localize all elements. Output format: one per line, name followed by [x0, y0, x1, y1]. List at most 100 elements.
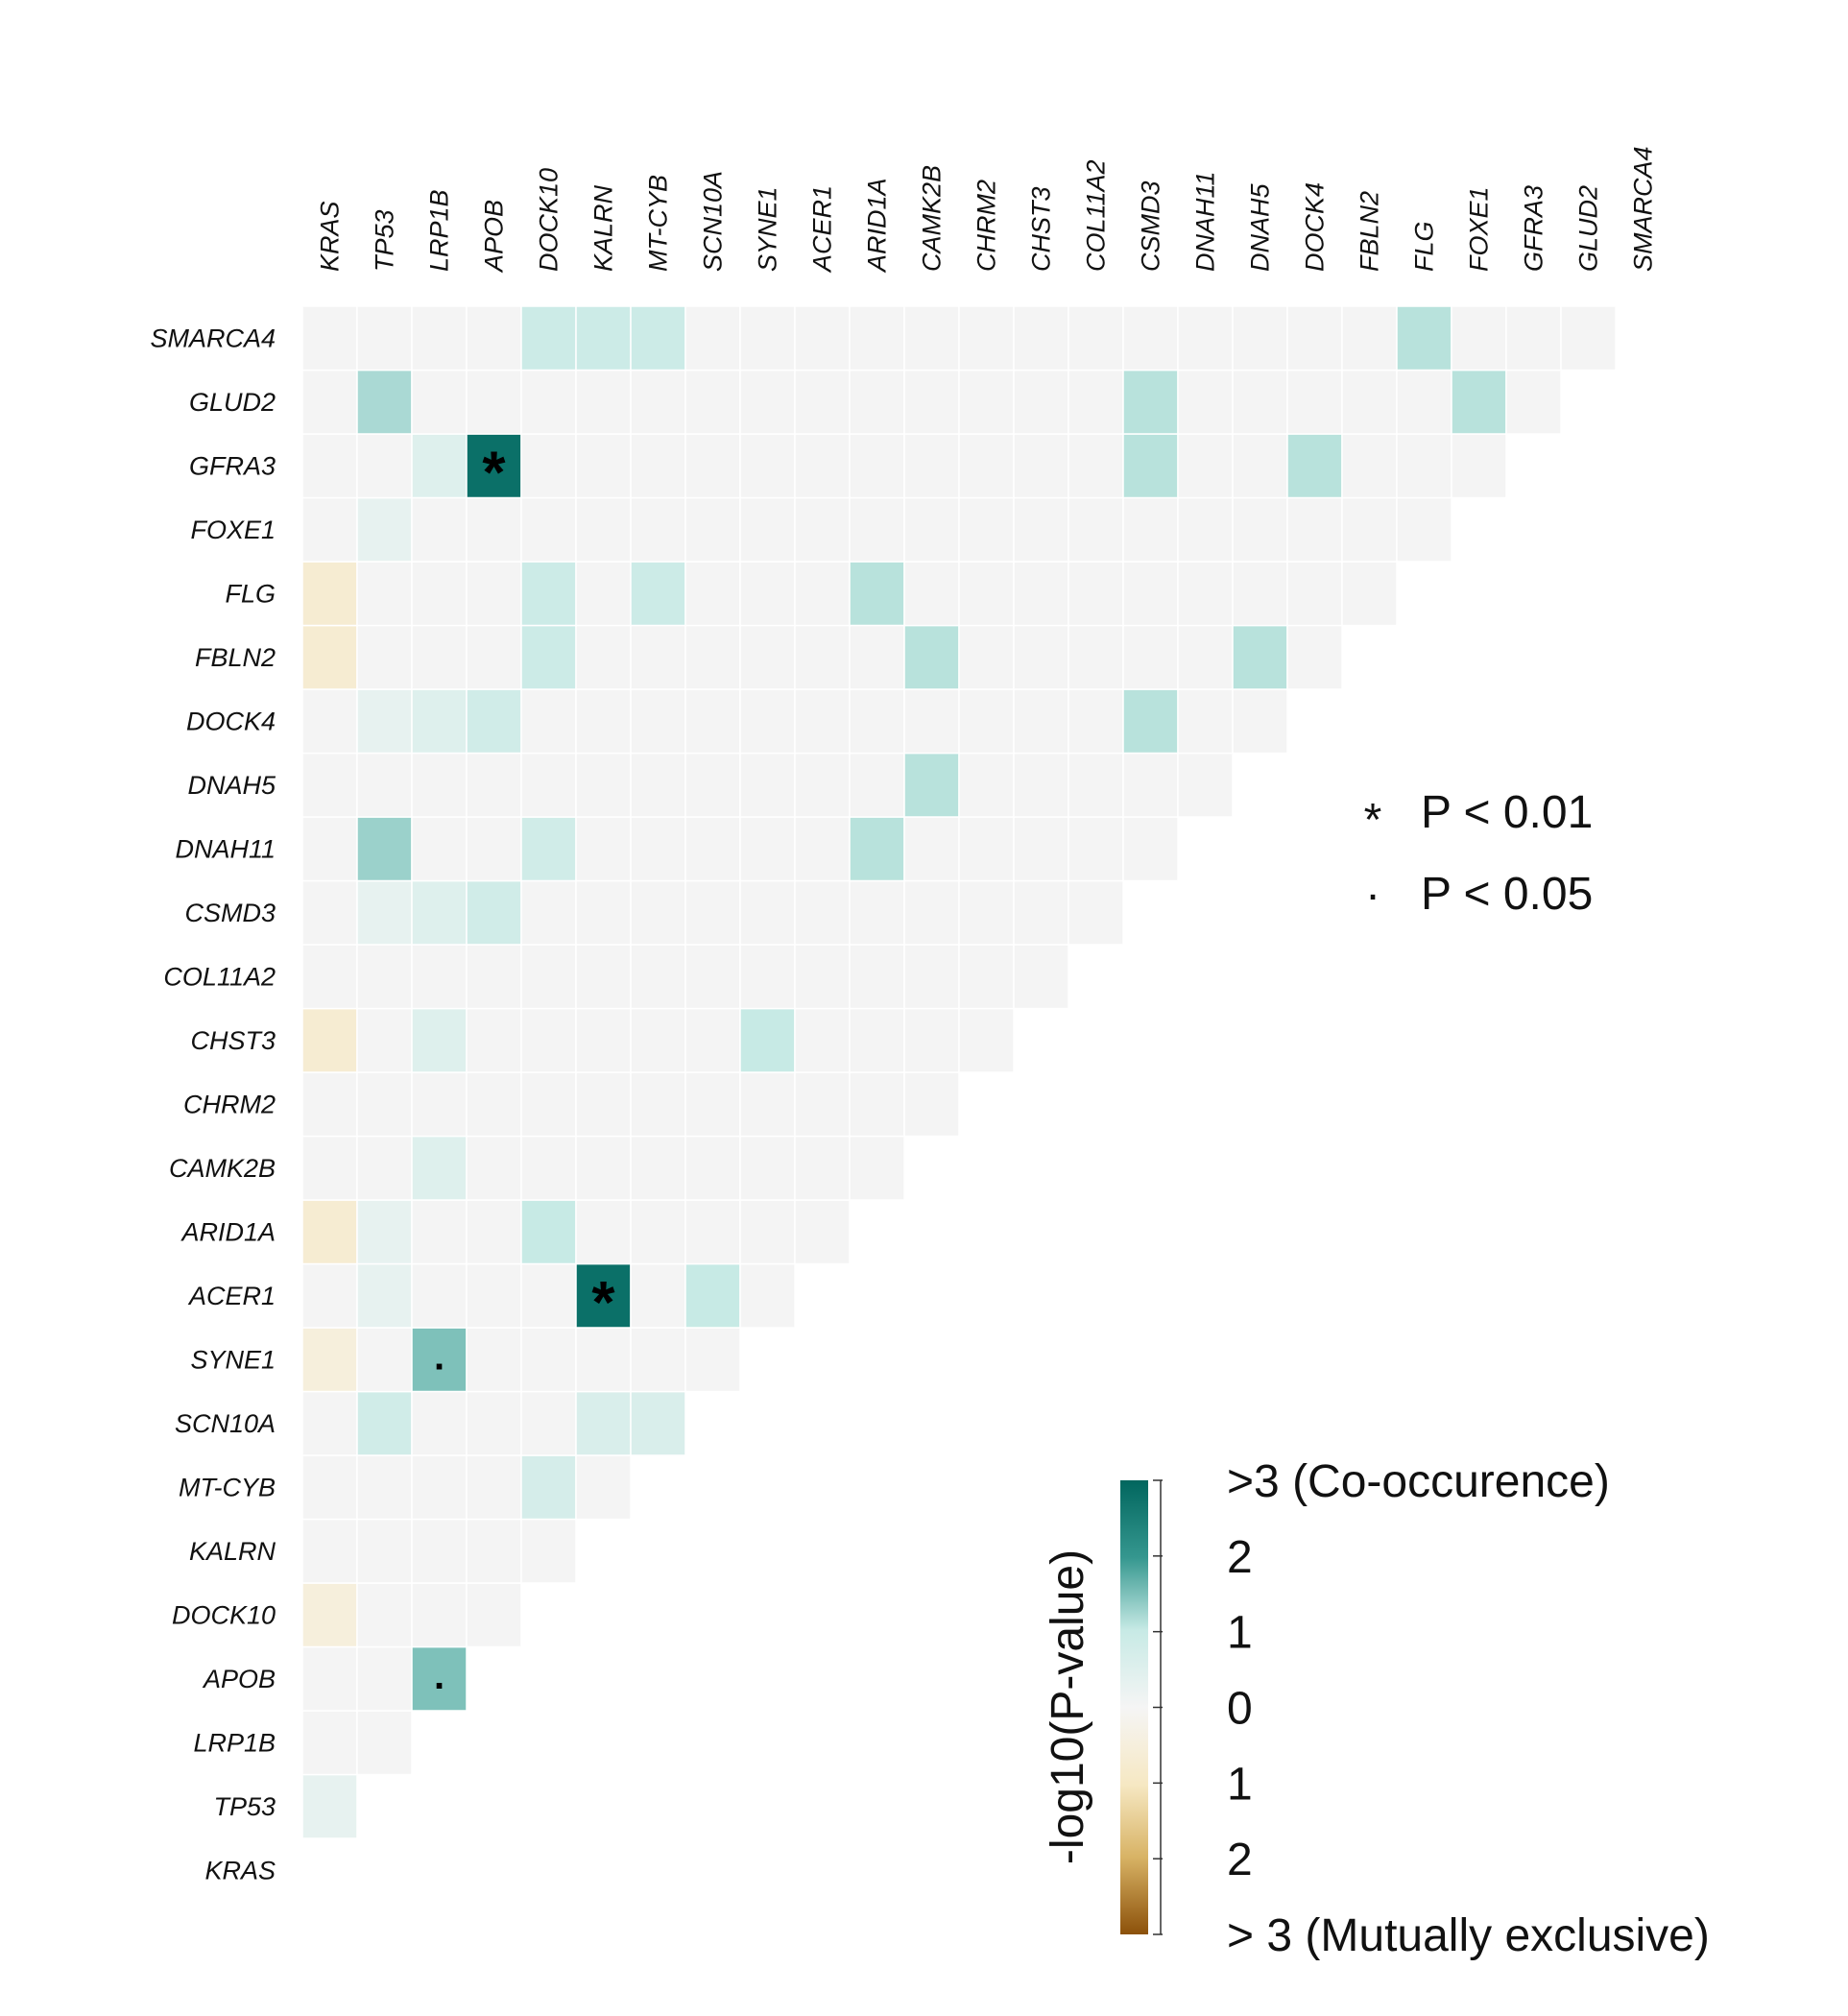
heatmap-cell-GLUD2-CAMK2B [903, 369, 960, 435]
heatmap-cell-FOXE1-SCN10A [684, 496, 741, 563]
heatmap-cell-ACER1-TP53 [356, 1262, 413, 1329]
heatmap-cell-SYNE1-MT-CYB [630, 1327, 686, 1393]
heatmap-cell-CHST3-MT-CYB [630, 1007, 686, 1073]
heatmap-cell-COL11A2-KRAS [301, 944, 358, 1010]
heatmap-cell-CSMD3-CHRM2 [958, 879, 1015, 946]
heatmap-cell-ACER1-MT-CYB [630, 1262, 686, 1329]
heatmap-cell-DNAH11-KALRN [575, 816, 632, 882]
heatmap-cell-DOCK4-SCN10A [684, 688, 741, 755]
heatmap-cell-CHST3-DOCK10 [520, 1007, 577, 1073]
heatmap-cell-MT-CYB-KRAS [301, 1454, 358, 1521]
row-label-SMARCA4: SMARCA4 [150, 324, 276, 352]
heatmap-cell-ARID1A-KALRN [575, 1199, 632, 1265]
heatmap-cell-FBLN2-CAMK2B [903, 624, 960, 690]
heatmap-cell-GLUD2-DNAH5 [1232, 369, 1288, 435]
significance-marker: . [434, 1335, 444, 1378]
heatmap-cell-CSMD3-LRP1B [411, 879, 468, 946]
heatmap-cell-DOCK10-TP53 [356, 1582, 413, 1648]
heatmap-cell-FOXE1-DNAH11 [1177, 496, 1234, 563]
heatmap-cell-DNAH5-ACER1 [794, 752, 851, 818]
heatmap-cell-COL11A2-ARID1A [849, 944, 905, 1010]
colorbar-tick-label: > 3 (Mutually exclusive) [1227, 1910, 1710, 1961]
heatmap-cell-FBLN2-DOCK4 [1286, 624, 1343, 690]
heatmap-cell-FBLN2-ARID1A [849, 624, 905, 690]
heatmap-cell-CHRM2-CAMK2B [903, 1071, 960, 1138]
heatmap-cell-FBLN2-SCN10A [684, 624, 741, 690]
heatmap-cell-CHST3-KALRN [575, 1007, 632, 1073]
heatmap-cell-GFRA3-FLG [1396, 433, 1452, 499]
row-label-CSMD3: CSMD3 [184, 899, 276, 927]
heatmap-cell-DOCK4-APOB [466, 688, 522, 755]
heatmap-cell-CHRM2-LRP1B [411, 1071, 468, 1138]
heatmap-cell-CSMD3-KALRN [575, 879, 632, 946]
column-label-GFRA3: GFRA3 [1520, 185, 1548, 272]
heatmap-cell-FLG-ACER1 [794, 561, 851, 627]
heatmap-cell-CHST3-ACER1 [794, 1007, 851, 1073]
heatmap-cell-ARID1A-LRP1B [411, 1199, 468, 1265]
heatmap-cell-FLG-DOCK10 [520, 561, 577, 627]
heatmap-cell-DNAH5-APOB [466, 752, 522, 818]
heatmap-cell-DOCK10-APOB [466, 1582, 522, 1648]
heatmap-cell-FLG-CHST3 [1013, 561, 1069, 627]
heatmap-cell-FOXE1-TP53 [356, 496, 413, 563]
heatmap-cell-LRP1B-TP53 [356, 1710, 413, 1776]
heatmap-cell-GLUD2-CSMD3 [1122, 369, 1179, 435]
heatmap-cell-SMARCA4-SYNE1 [739, 305, 796, 372]
heatmap-cell-TP53-KRAS [301, 1773, 358, 1839]
heatmap-cell-DNAH5-DNAH11 [1177, 752, 1234, 818]
heatmap-cell-SCN10A-MT-CYB [630, 1390, 686, 1456]
row-label-CHST3: CHST3 [190, 1026, 276, 1055]
heatmap-cell-SMARCA4-DNAH5 [1232, 305, 1288, 372]
heatmap-cell-GLUD2-ACER1 [794, 369, 851, 435]
heatmap-cell-FOXE1-MT-CYB [630, 496, 686, 563]
column-label-CHRM2: CHRM2 [972, 180, 1001, 272]
legend-star-symbol: * [1364, 795, 1382, 846]
heatmap-cell-SMARCA4-FLG [1396, 305, 1452, 372]
significance-marker: . [434, 1655, 444, 1697]
heatmap-cell-FOXE1-DNAH5 [1232, 496, 1288, 563]
heatmap-cell-GLUD2-TP53 [356, 369, 413, 435]
heatmap-cell-DNAH5-KRAS [301, 752, 358, 818]
heatmap-cell-GFRA3-FBLN2 [1341, 433, 1398, 499]
heatmap-cell-DNAH11-DOCK10 [520, 816, 577, 882]
column-label-TP53: TP53 [371, 209, 399, 272]
heatmap-cell-APOB-LRP1B [411, 1645, 468, 1712]
heatmap-cell-DOCK4-KALRN [575, 688, 632, 755]
heatmap-cell-SMARCA4-GLUD2 [1560, 305, 1617, 372]
heatmap-cell-FLG-CSMD3 [1122, 561, 1179, 627]
significance-marker: * [591, 1270, 615, 1336]
heatmap-cell-GLUD2-FBLN2 [1341, 369, 1398, 435]
column-label-SYNE1: SYNE1 [754, 186, 782, 272]
colorbar-tick-label: 1 [1227, 1608, 1253, 1659]
heatmap-cell-DNAH5-CHRM2 [958, 752, 1015, 818]
heatmap-cell-CAMK2B-ACER1 [794, 1135, 851, 1201]
heatmap-cell-GLUD2-SYNE1 [739, 369, 796, 435]
heatmap-cell-GFRA3-KRAS [301, 433, 358, 499]
heatmap-cell-GLUD2-DOCK10 [520, 369, 577, 435]
row-label-APOB: APOB [202, 1665, 276, 1693]
heatmap-cell-FLG-SYNE1 [739, 561, 796, 627]
heatmap-cell-DNAH5-SYNE1 [739, 752, 796, 818]
column-label-ACER1: ACER1 [808, 185, 837, 274]
heatmap-cell-GFRA3-DNAH5 [1232, 433, 1288, 499]
heatmap-cell-DOCK4-LRP1B [411, 688, 468, 755]
heatmap-cell-FBLN2-CSMD3 [1122, 624, 1179, 690]
heatmap-cell-COL11A2-SCN10A [684, 944, 741, 1010]
row-label-DOCK4: DOCK4 [186, 707, 276, 735]
heatmap-cell-COL11A2-CHST3 [1013, 944, 1069, 1010]
heatmap-cell-GFRA3-DOCK10 [520, 433, 577, 499]
heatmap-cell-SMARCA4-DNAH11 [1177, 305, 1234, 372]
row-label-FLG: FLG [225, 579, 276, 608]
colorbar-title: -log10(P-value) [1043, 1549, 1093, 1864]
heatmap-cell-CAMK2B-SYNE1 [739, 1135, 796, 1201]
heatmap-cell-SYNE1-APOB [466, 1327, 522, 1393]
heatmap-cell-DNAH11-SCN10A [684, 816, 741, 882]
heatmap-cell-CAMK2B-ARID1A [849, 1135, 905, 1201]
column-label-CHST3: CHST3 [1027, 186, 1056, 272]
heatmap-cell-ARID1A-ACER1 [794, 1199, 851, 1265]
heatmap-cell-FOXE1-DOCK4 [1286, 496, 1343, 563]
heatmap-cell-DNAH5-KALRN [575, 752, 632, 818]
heatmap-cell-FBLN2-KALRN [575, 624, 632, 690]
heatmap-cell-DOCK4-CHST3 [1013, 688, 1069, 755]
heatmap-cell-FOXE1-ACER1 [794, 496, 851, 563]
